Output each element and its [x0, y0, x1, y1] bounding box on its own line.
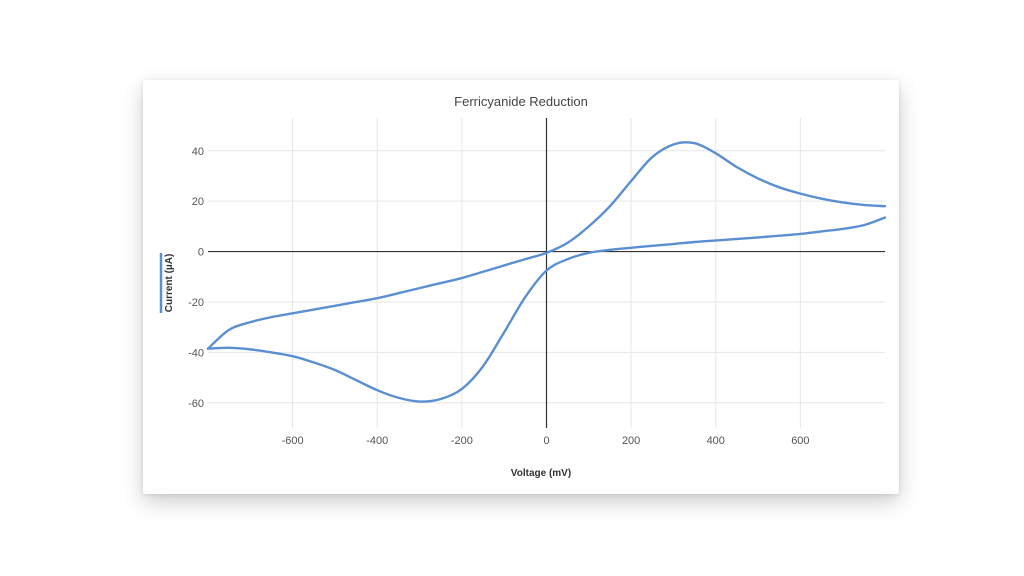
y-tick-label: -60 [188, 398, 204, 410]
series [206, 141, 887, 403]
reverse-scan-line [206, 216, 887, 403]
y-axis-label: Current (µA) [164, 254, 175, 313]
x-axis-label: Voltage (mV) [511, 468, 571, 479]
x-tick-label: 0 [543, 435, 549, 447]
y-tick-label: -40 [188, 347, 204, 359]
y-tick-label: 20 [192, 196, 204, 208]
forward-scan-line [206, 141, 887, 350]
x-tick-label: -400 [366, 435, 388, 447]
y-tick-label: 0 [198, 247, 204, 259]
axes [208, 118, 885, 428]
y-axis-label-group: Current (µA) [159, 253, 175, 313]
chart-title: Ferricyanide Reduction [454, 94, 588, 109]
x-tick-label: 600 [791, 435, 809, 447]
chart-card [143, 80, 899, 494]
x-tick-label: -200 [451, 435, 473, 447]
x-tick-label: 400 [707, 435, 725, 447]
y-tick-label: -20 [188, 297, 204, 309]
x-tick-label: -600 [282, 435, 304, 447]
y-tick-label: 40 [192, 146, 204, 158]
x-tick-label: 200 [622, 435, 640, 447]
